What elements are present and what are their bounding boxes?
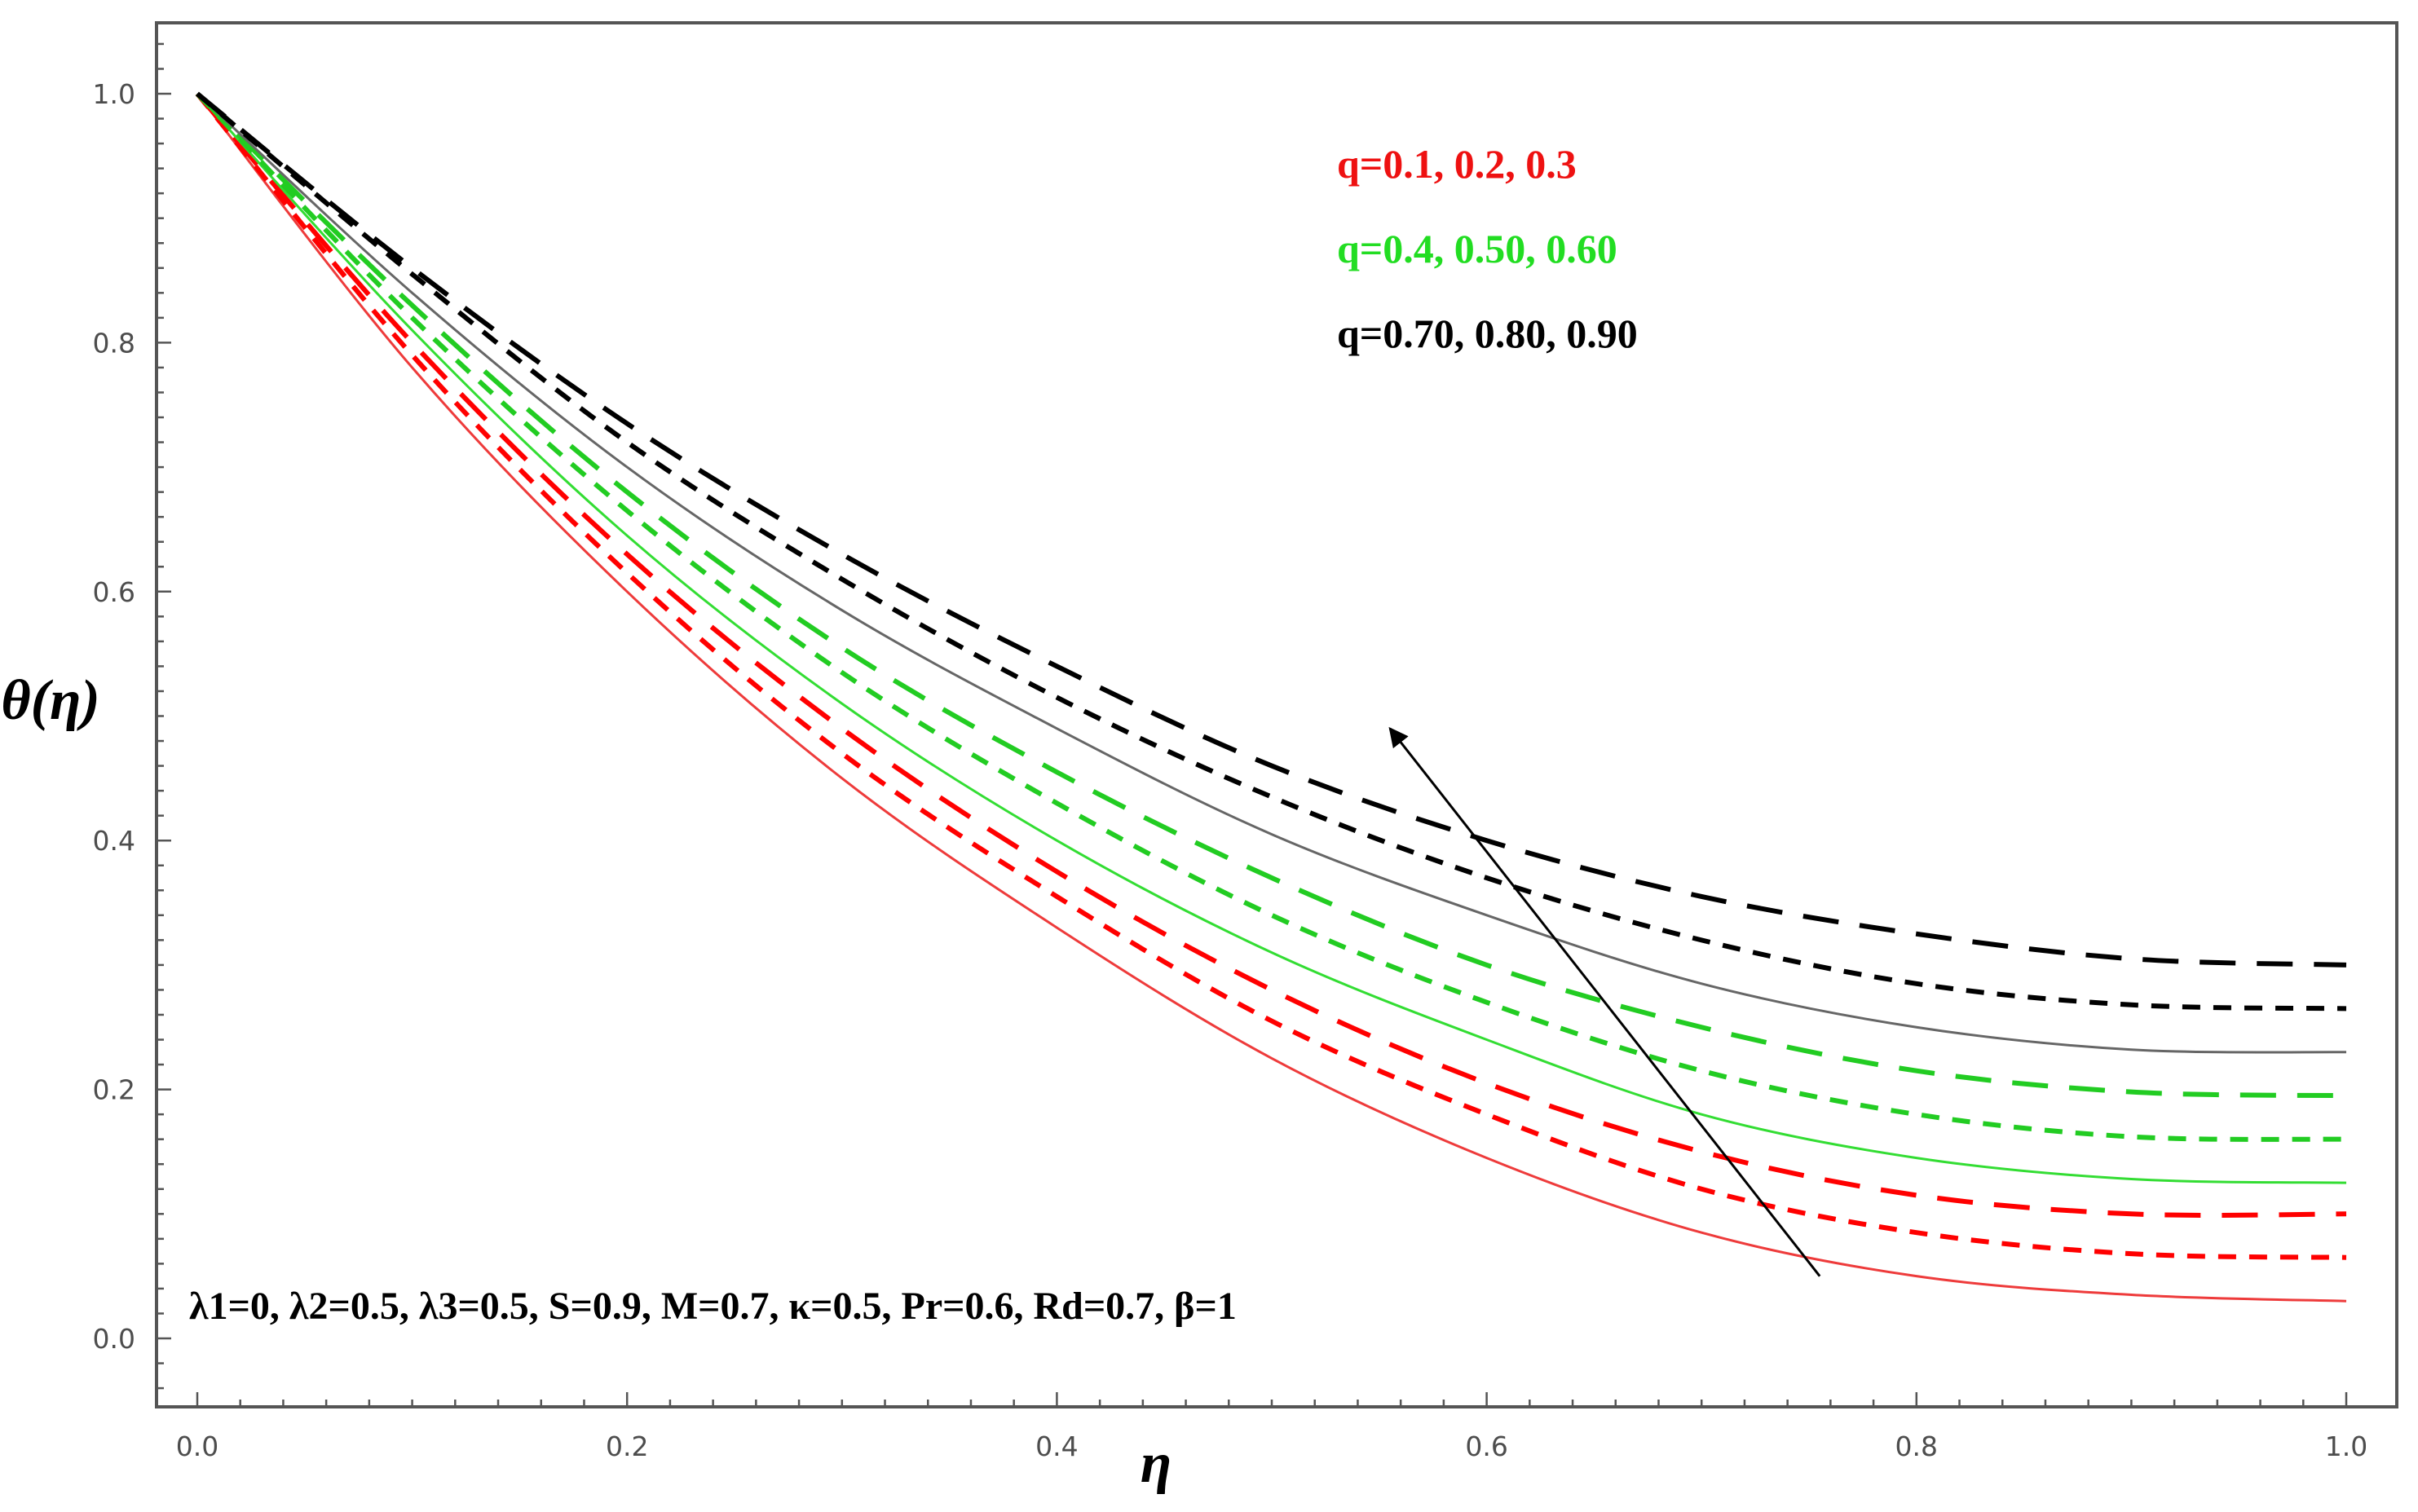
- series-line-7: [196, 92, 2347, 1054]
- parameter-annotation: λ1=0, λ2=0.5, λ3=0.5, S=0.9, M=0.7, κ=0.…: [189, 1285, 1237, 1328]
- axes-ticks: [157, 42, 2348, 1407]
- x-axis-title: η: [1141, 1432, 1171, 1495]
- series-line-3: [195, 92, 2347, 1218]
- series-line-9: [196, 91, 2347, 968]
- series-layer: [195, 91, 2347, 1303]
- y-tick-label: 0.4: [93, 825, 135, 857]
- y-tick-label: 0.0: [93, 1323, 135, 1355]
- x-tick-label: 1.0: [2325, 1430, 2367, 1462]
- x-tick-label: 0.4: [1035, 1430, 1078, 1462]
- y-tick-labels: 0.0 0.2 0.4 0.6 0.8 1.0: [93, 78, 135, 1355]
- legend-entry-green: q=0.4, 0.50, 0.60: [1337, 226, 1617, 271]
- series-line-4: [196, 92, 2347, 1184]
- x-tick-label: 0.0: [176, 1430, 218, 1462]
- y-tick-label: 0.8: [93, 327, 135, 359]
- y-tick-label: 1.0: [93, 78, 135, 110]
- series-line-6: [195, 91, 2347, 1099]
- plot-frame: [155, 21, 2398, 1408]
- y-axis-title: θ(η): [1, 669, 99, 732]
- series-line-5: [195, 91, 2347, 1142]
- series-line-1: [196, 93, 2347, 1303]
- legend-entry-red: q=0.1, 0.2, 0.3: [1337, 141, 1577, 187]
- x-tick-labels: 0.0 0.2 0.4 0.6 0.8 1.0: [176, 1430, 2367, 1462]
- series-line-8: [196, 91, 2347, 1012]
- y-tick-label: 0.6: [93, 576, 135, 608]
- y-tick-label: 0.2: [93, 1074, 135, 1106]
- legend: q=0.1, 0.2, 0.3 q=0.4, 0.50, 0.60 q=0.70…: [1337, 141, 1638, 356]
- x-tick-label: 0.6: [1465, 1430, 1507, 1462]
- legend-entry-black: q=0.70, 0.80, 0.90: [1337, 311, 1638, 356]
- x-tick-label: 0.8: [1895, 1430, 1938, 1462]
- trend-arrow: [1388, 726, 1821, 1277]
- series-line-2: [195, 92, 2347, 1260]
- x-tick-label: 0.2: [606, 1430, 648, 1462]
